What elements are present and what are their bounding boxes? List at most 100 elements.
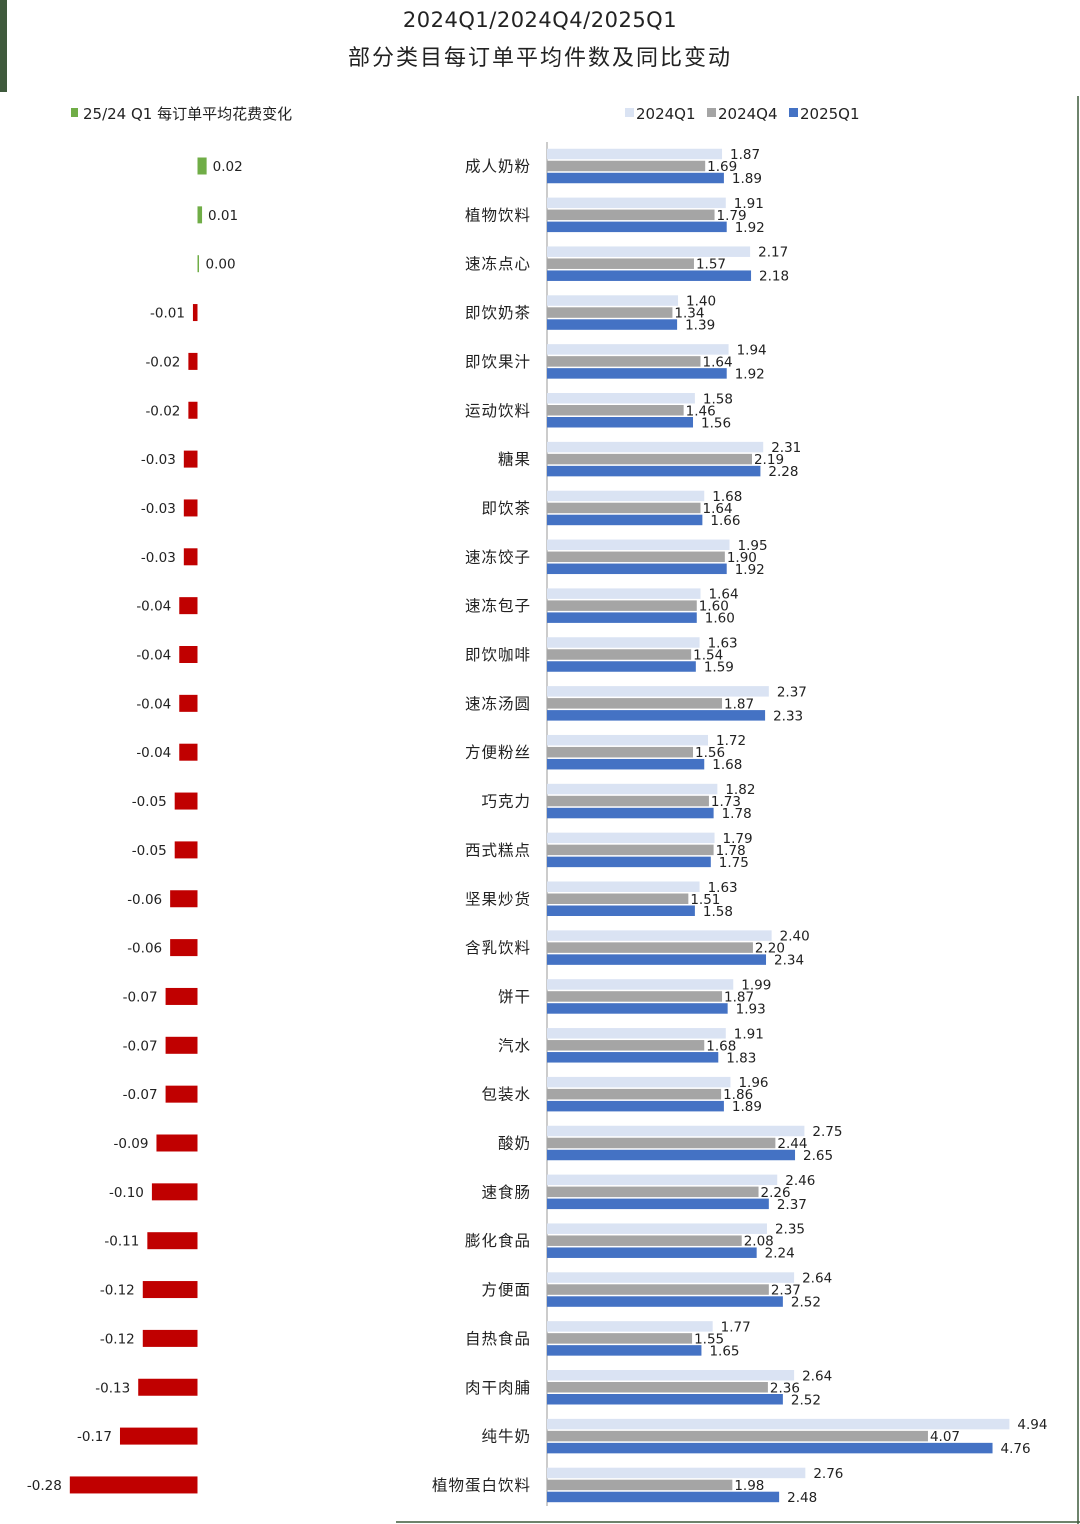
change-label: -0.05 — [132, 794, 167, 810]
bar-2024Q4 — [547, 551, 725, 563]
bar-2024Q4 — [547, 1235, 742, 1246]
change-label: -0.09 — [114, 1136, 149, 1152]
accent-bar — [0, 0, 7, 92]
category-label: 汽水 — [498, 1037, 531, 1055]
value-label-2024Q1: 2.46 — [785, 1173, 815, 1189]
value-label-2024Q1: 1.72 — [716, 733, 746, 749]
change-label: -0.12 — [100, 1331, 135, 1347]
bar-2024Q4 — [547, 991, 723, 1002]
bar-2025Q1 — [547, 319, 678, 330]
value-label-2024Q4: 1.87 — [724, 989, 754, 1005]
change-bar — [179, 694, 198, 712]
change-label: -0.02 — [145, 403, 180, 419]
change-label: -0.05 — [132, 843, 167, 859]
category-label: 即饮果汁 — [465, 353, 531, 371]
value-label-2025Q1: 1.83 — [726, 1050, 756, 1066]
bar-2024Q1 — [547, 441, 764, 453]
change-bar — [188, 352, 198, 370]
category-label: 肉干肉脯 — [465, 1379, 531, 1397]
value-label-2025Q1: 2.48 — [787, 1490, 817, 1506]
category-label: 饼干 — [498, 988, 531, 1006]
bar-2025Q1 — [547, 563, 727, 575]
value-label-2024Q4: 2.19 — [754, 452, 784, 468]
category-label: 方便面 — [481, 1281, 531, 1299]
value-label-2024Q1: 1.87 — [730, 147, 760, 163]
bar-2024Q4 — [547, 1479, 733, 1491]
category-label: 速冻包子 — [465, 597, 531, 615]
value-label-2024Q1: 1.91 — [734, 196, 764, 212]
value-label-2024Q4: 1.98 — [734, 1478, 764, 1494]
change-bar — [197, 157, 207, 175]
value-label-2025Q1: 1.89 — [732, 171, 762, 187]
value-label-2025Q1: 1.39 — [685, 318, 715, 334]
value-label-2024Q4: 1.90 — [727, 550, 757, 566]
bar-2024Q4 — [547, 1088, 722, 1100]
change-label: -0.07 — [123, 1038, 158, 1054]
change-bar — [179, 743, 198, 761]
change-bar — [174, 841, 198, 859]
change-bar — [165, 1036, 198, 1054]
category-label: 方便粉丝 — [465, 744, 531, 762]
value-label-2025Q1: 1.60 — [705, 611, 735, 627]
change-label: -0.07 — [123, 989, 158, 1005]
value-label-2025Q1: 1.56 — [701, 415, 731, 431]
change-label: -0.11 — [104, 1234, 139, 1250]
value-label-2025Q1: 2.18 — [759, 269, 789, 285]
bar-2025Q1 — [547, 1345, 702, 1356]
category-label: 糖果 — [498, 451, 531, 469]
legend-swatch-2024Q1 — [625, 108, 634, 117]
legend-label-change: 25/24 Q1 每订单平均花费变化 — [83, 105, 292, 123]
change-bar — [165, 1085, 198, 1103]
value-label-2024Q4: 1.78 — [716, 843, 746, 859]
category-label: 速食肠 — [481, 1183, 531, 1201]
bar-2025Q1 — [547, 417, 694, 428]
bar-2025Q1 — [547, 221, 727, 233]
bar-2024Q1 — [547, 979, 734, 990]
value-label-2024Q4: 1.86 — [723, 1087, 753, 1103]
value-label-2024Q1: 1.40 — [686, 294, 716, 310]
category-label: 成人奶粉 — [465, 158, 531, 176]
value-label-2024Q4: 1.79 — [717, 208, 747, 224]
bar-2024Q4 — [547, 893, 689, 904]
value-label-2024Q4: 1.54 — [693, 648, 723, 664]
bar-2025Q1 — [547, 368, 727, 379]
change-label: -0.10 — [109, 1185, 144, 1201]
bar-2024Q4 — [547, 356, 701, 367]
legend-swatch-2024Q4 — [707, 108, 716, 117]
change-label: 0.00 — [206, 257, 236, 273]
value-label-2024Q4: 2.20 — [755, 941, 785, 957]
bar-2024Q4 — [547, 209, 715, 221]
change-bar — [179, 646, 198, 663]
bar-2024Q1 — [547, 295, 679, 306]
bar-2025Q1 — [547, 758, 705, 770]
value-label-2024Q4: 1.87 — [724, 696, 754, 712]
value-label-2025Q1: 2.52 — [791, 1392, 821, 1408]
change-bar — [151, 1183, 198, 1201]
change-label: -0.17 — [77, 1429, 112, 1445]
bar-2024Q1 — [547, 734, 708, 746]
value-label-2025Q1: 1.92 — [735, 366, 765, 382]
bar-2024Q4 — [547, 746, 694, 758]
category-label: 自热食品 — [465, 1330, 531, 1348]
bar-2024Q1 — [547, 832, 715, 844]
value-label-2024Q4: 2.36 — [770, 1380, 800, 1396]
change-bar — [142, 1329, 198, 1347]
change-label: -0.02 — [145, 354, 180, 370]
bar-2024Q1 — [547, 1370, 795, 1381]
bar-2024Q4 — [547, 942, 753, 953]
bar-2024Q1 — [547, 783, 718, 795]
bar-2025Q1 — [547, 1442, 993, 1454]
value-label-2024Q4: 4.07 — [930, 1429, 960, 1445]
change-bar — [188, 401, 198, 419]
category-label: 坚果炒货 — [465, 890, 531, 908]
bar-2024Q4 — [547, 844, 714, 856]
bar-2025Q1 — [547, 856, 711, 868]
bar-2024Q4 — [547, 1382, 768, 1393]
change-label: -0.04 — [136, 745, 171, 761]
bar-2025Q1 — [547, 1491, 780, 1503]
change-bar — [174, 792, 198, 810]
chart-title-line1: 2024Q1/2024Q4/2025Q1 — [402, 8, 678, 32]
bar-2024Q1 — [547, 1076, 731, 1088]
change-bar — [197, 255, 199, 273]
category-label: 纯牛奶 — [481, 1428, 531, 1446]
